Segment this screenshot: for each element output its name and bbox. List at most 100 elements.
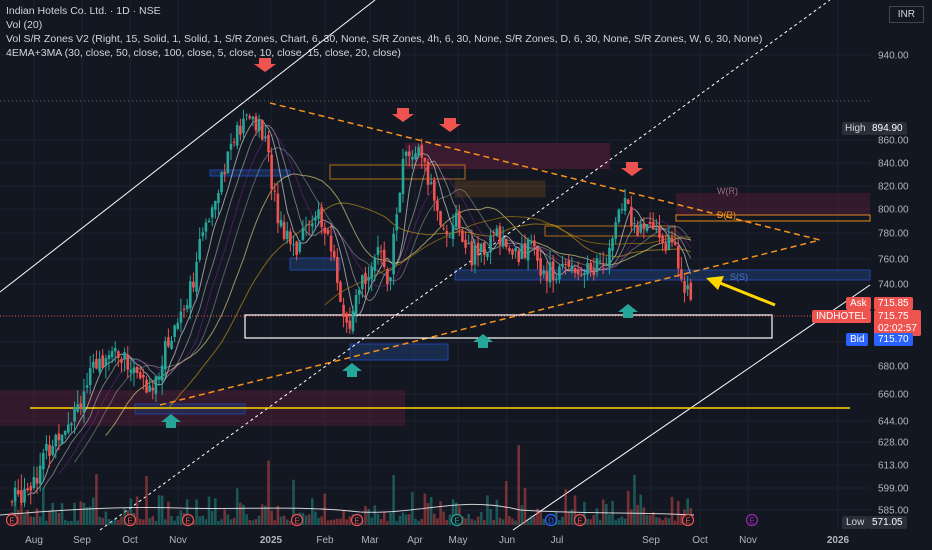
- candle-body: [645, 223, 649, 231]
- candle-body: [633, 223, 636, 225]
- symbol-title[interactable]: Indian Hotels Co. Ltd. · 1D · NSE: [6, 5, 161, 17]
- candle-body: [420, 144, 424, 158]
- volume-bar: [292, 479, 295, 525]
- volume-bar: [135, 496, 139, 525]
- candle-body: [204, 222, 208, 232]
- y-tick-label: 860.00: [878, 136, 909, 147]
- candle-body: [467, 242, 470, 245]
- candle-body: [432, 180, 436, 201]
- candle-body: [323, 227, 327, 234]
- candle-body: [661, 235, 664, 244]
- candle-body: [157, 376, 161, 380]
- candle-body: [176, 322, 180, 329]
- volume-bar: [223, 509, 227, 525]
- candle-body: [504, 238, 508, 248]
- candle-body: [79, 403, 83, 409]
- candle-body: [104, 358, 108, 366]
- candle-body: [542, 270, 546, 275]
- candle-body: [630, 206, 633, 227]
- candle-body: [592, 269, 596, 275]
- candle-body: [676, 245, 680, 269]
- candle-body: [392, 233, 395, 275]
- candle-body: [439, 210, 442, 226]
- volume-bar: [436, 518, 439, 525]
- volume-bar: [561, 516, 564, 525]
- candle-body: [548, 262, 552, 283]
- volume-bar: [217, 520, 220, 525]
- candle-body: [120, 359, 123, 363]
- candle-body: [476, 242, 480, 256]
- candle-body: [185, 304, 189, 310]
- ma-line-10: [42, 124, 692, 489]
- candle-body: [107, 355, 111, 360]
- event-marker-icon[interactable]: [450, 513, 464, 527]
- volume-bar: [326, 520, 330, 525]
- candle-body: [536, 247, 539, 261]
- volume-bar: [220, 519, 223, 525]
- event-marker-icon[interactable]: [573, 513, 587, 527]
- volume-bar: [508, 516, 511, 525]
- candle-body: [95, 358, 98, 369]
- volume-bar: [379, 519, 383, 525]
- zone-label-d: D(R): [717, 210, 736, 220]
- candle-body: [686, 285, 689, 290]
- volume-bar: [370, 517, 374, 525]
- ask-label: Ask: [850, 298, 867, 309]
- candle-body: [54, 435, 58, 447]
- indicator-sr-zones[interactable]: Vol S/R Zones V2 (Right, 15, Solid, 1, S…: [6, 33, 763, 45]
- currency-selector[interactable]: INR: [888, 6, 924, 23]
- candle-body: [170, 340, 173, 350]
- candle-body: [101, 355, 105, 368]
- candle-body: [142, 374, 145, 378]
- candle-body: [514, 248, 517, 252]
- candle-body: [451, 225, 455, 240]
- candle-body: [82, 391, 86, 413]
- volume-bar: [113, 519, 117, 525]
- event-marker-icon[interactable]: [745, 513, 759, 527]
- candle-body: [464, 239, 467, 248]
- event-marker-icon[interactable]: [123, 513, 137, 527]
- candle-body: [655, 228, 658, 231]
- x-tick-label: Apr: [407, 535, 423, 546]
- event-marker-icon[interactable]: [681, 513, 695, 527]
- event-marker-icon[interactable]: [181, 513, 195, 527]
- down-arrow-icon: [254, 58, 276, 72]
- volume-bar: [332, 519, 336, 525]
- candle-body: [336, 256, 339, 283]
- event-marker-icon[interactable]: [290, 513, 304, 527]
- volume-bar: [651, 511, 655, 525]
- candle-body: [129, 369, 133, 373]
- volume-bar: [95, 474, 98, 525]
- indicator-volume[interactable]: Vol (20): [6, 19, 43, 31]
- event-marker-icon[interactable]: [544, 513, 558, 527]
- indicator-ema-ma[interactable]: 4EMA+3MA (30, close, 50, close, 100, clo…: [6, 47, 401, 59]
- volume-bar: [670, 496, 674, 525]
- orange-zone-4: [675, 214, 871, 222]
- candle-body: [533, 240, 536, 247]
- candle-body: [38, 465, 42, 484]
- candle-body: [479, 243, 483, 253]
- y-tick-label: 599.00: [878, 484, 909, 495]
- candle-body: [689, 282, 693, 300]
- event-marker-icon[interactable]: [5, 513, 19, 527]
- candle-body: [254, 116, 258, 131]
- candle-body: [401, 158, 405, 195]
- candle-body: [85, 385, 89, 388]
- candle-body: [173, 325, 176, 337]
- volume-bar: [479, 512, 483, 525]
- low-value-tag: 571.05: [868, 516, 907, 529]
- candle-body: [395, 214, 399, 231]
- volume-bar: [633, 474, 636, 525]
- candle-body: [561, 263, 564, 267]
- volume-bar: [483, 519, 486, 525]
- low-tag-label: Low: [846, 517, 865, 528]
- candle-body: [329, 235, 333, 252]
- volume-bar: [270, 510, 273, 525]
- volume-bar: [129, 498, 133, 525]
- event-marker-icon[interactable]: [350, 513, 364, 527]
- candle-body: [345, 313, 348, 323]
- candle-body: [229, 143, 233, 150]
- event-marker-label: E: [9, 517, 14, 526]
- candle-body: [423, 157, 427, 162]
